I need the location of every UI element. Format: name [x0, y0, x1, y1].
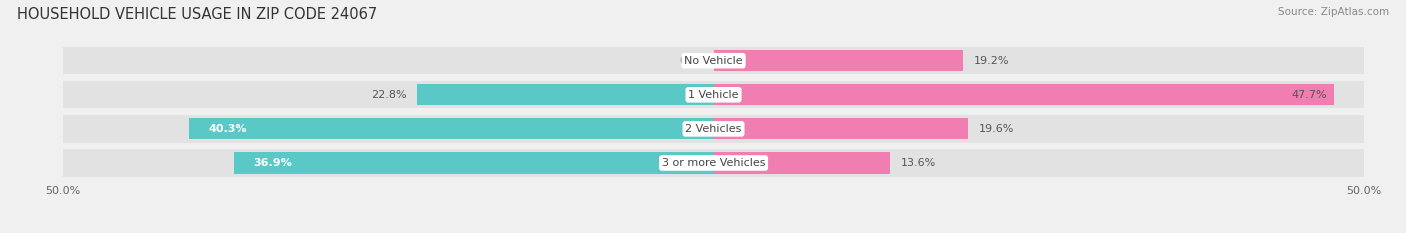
Text: 19.2%: 19.2%	[973, 56, 1010, 66]
Text: 19.6%: 19.6%	[979, 124, 1014, 134]
Text: Source: ZipAtlas.com: Source: ZipAtlas.com	[1278, 7, 1389, 17]
Text: HOUSEHOLD VEHICLE USAGE IN ZIP CODE 24067: HOUSEHOLD VEHICLE USAGE IN ZIP CODE 2406…	[17, 7, 377, 22]
Bar	[713, 149, 1364, 177]
Text: 40.3%: 40.3%	[209, 124, 247, 134]
Bar	[418, 84, 713, 105]
Text: 47.7%: 47.7%	[1292, 90, 1327, 100]
Bar	[713, 81, 1364, 108]
Text: 0.0%: 0.0%	[679, 56, 707, 66]
Text: 22.8%: 22.8%	[371, 90, 406, 100]
Bar	[713, 47, 1364, 74]
Bar	[713, 84, 1334, 105]
Text: 13.6%: 13.6%	[901, 158, 936, 168]
Bar	[190, 118, 713, 140]
Bar	[713, 50, 963, 71]
Text: No Vehicle: No Vehicle	[685, 56, 742, 66]
Bar	[63, 149, 713, 177]
Bar	[63, 115, 713, 143]
Bar	[63, 47, 713, 74]
Text: 2 Vehicles: 2 Vehicles	[685, 124, 742, 134]
Text: 36.9%: 36.9%	[253, 158, 292, 168]
Bar	[713, 118, 969, 140]
Bar	[713, 152, 890, 174]
Text: 3 or more Vehicles: 3 or more Vehicles	[662, 158, 765, 168]
Bar	[63, 81, 713, 108]
Text: 1 Vehicle: 1 Vehicle	[689, 90, 738, 100]
Bar	[713, 115, 1364, 143]
Bar	[233, 152, 713, 174]
